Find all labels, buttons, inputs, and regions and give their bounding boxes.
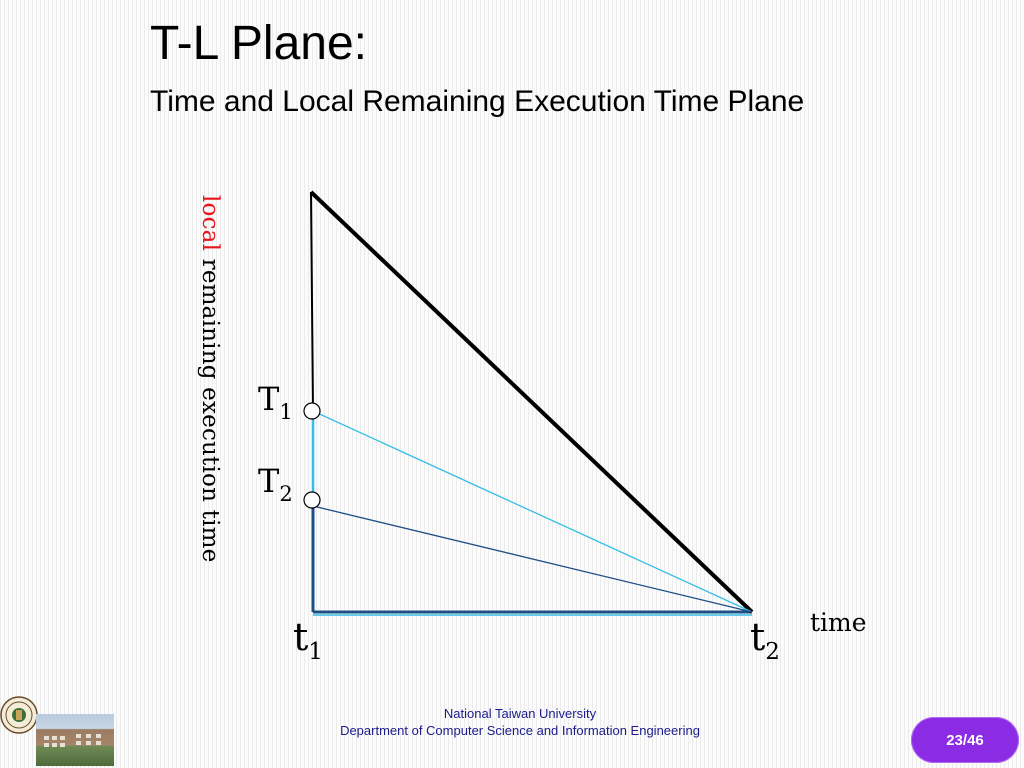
page-current: 23: [946, 731, 963, 749]
task-t2-label: T2: [258, 462, 293, 506]
time-mark-t1-label: t1: [293, 615, 323, 665]
footer-university: National Taiwan University: [443, 706, 597, 721]
task-t1-marker: [303, 402, 321, 420]
time-mark-t2-label: t2: [750, 615, 780, 665]
y-axis-label: local remaining execution time: [197, 195, 223, 562]
tl-plane-diagram: T1 T2 t1 t2 time: [258, 190, 867, 665]
y-axis-label-rest: remaining execution time: [197, 251, 223, 563]
task-t2-marker: [303, 491, 321, 509]
university-seal-icon: [0, 696, 38, 734]
campus-building-photo: [36, 714, 114, 766]
footer-department: Department of Computer Science and Infor…: [340, 723, 700, 738]
triangle-hypotenuse: [309, 190, 754, 614]
page-number-badge: 23/46: [911, 717, 1019, 763]
left-edge-upper: [310, 191, 314, 412]
task-t1-label: T1: [258, 380, 293, 424]
task-t2-line: [312, 505, 753, 613]
x-axis-label: time: [810, 608, 867, 637]
slide-title: T-L Plane:: [150, 17, 368, 70]
page-total: /46: [962, 731, 984, 749]
task-t1-line: [312, 410, 753, 613]
slide-subtitle: Time and Local Remaining Execution Time …: [150, 85, 805, 118]
y-axis-label-accent: local: [197, 195, 223, 252]
